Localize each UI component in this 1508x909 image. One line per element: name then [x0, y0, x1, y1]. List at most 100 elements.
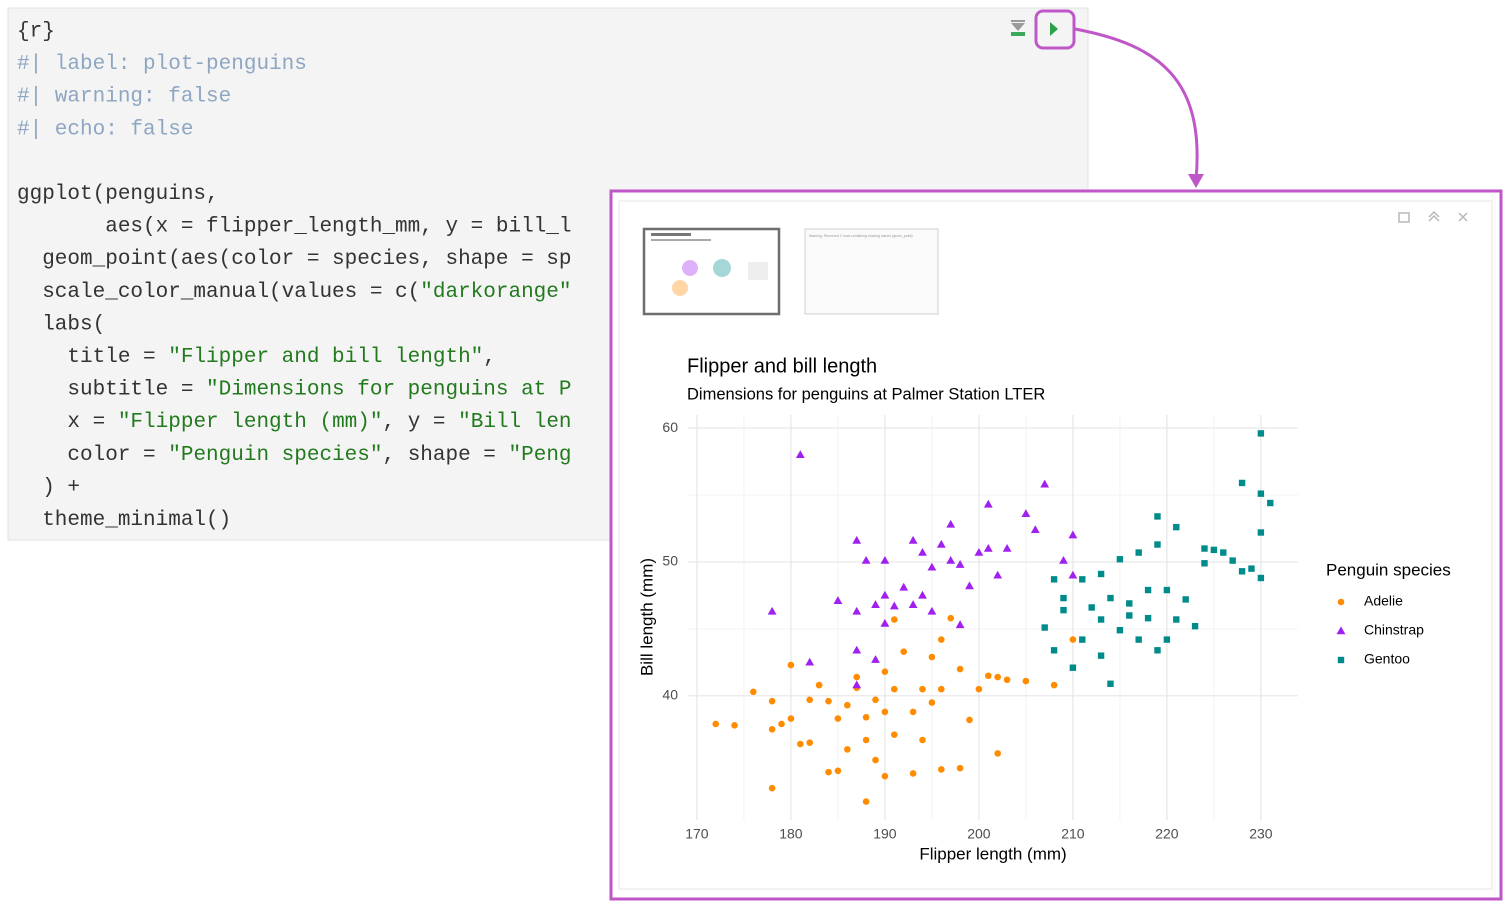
arrow-head: [1188, 174, 1204, 188]
legend-label: Chinstrap: [1364, 622, 1424, 638]
thumbnail-plot[interactable]: [642, 227, 781, 316]
warning-text: Warning: Removed 2 rows containing missi…: [809, 234, 914, 238]
output-frame: [618, 200, 1493, 890]
point: [1210, 546, 1218, 554]
point: [1182, 596, 1189, 603]
point: [1191, 623, 1199, 630]
point: [946, 555, 956, 564]
thumbnail-warning[interactable]: Warning: Removed 2 rows containing missi…: [804, 228, 939, 315]
point: [1257, 490, 1265, 497]
point: [993, 570, 1003, 579]
point: [750, 688, 757, 696]
point: [1068, 570, 1078, 579]
point: [1030, 525, 1040, 534]
point: [815, 681, 823, 689]
point: [1069, 664, 1077, 671]
code-line: {r}: [17, 21, 55, 44]
point: [1107, 594, 1114, 602]
point: [1144, 586, 1152, 594]
code-line: #| label: plot-penguins: [17, 53, 307, 76]
point: [1229, 557, 1236, 564]
point: [1154, 647, 1161, 654]
point: [1135, 636, 1142, 643]
point: [955, 560, 965, 568]
point: [825, 697, 832, 705]
arrow: [1074, 27, 1199, 181]
point: [1173, 616, 1180, 623]
collapse-icon[interactable]: [1428, 210, 1440, 222]
point: [909, 770, 917, 777]
point: [927, 562, 937, 571]
point: [768, 725, 776, 733]
point: [1116, 627, 1124, 634]
point: [712, 720, 720, 728]
point: [1021, 509, 1031, 517]
point: [1069, 636, 1077, 643]
point: [1050, 576, 1058, 583]
point: [891, 685, 898, 693]
point: [1059, 555, 1068, 564]
point: [1126, 600, 1133, 607]
point: [985, 672, 992, 680]
code-line: geom_point(aes(color = species, shape = …: [17, 248, 572, 271]
point: [768, 697, 776, 705]
point: [881, 708, 889, 716]
x-tick-label: 210: [1061, 826, 1085, 842]
point: [881, 668, 889, 676]
code-line: theme_minimal(): [17, 509, 231, 532]
point: [966, 716, 973, 724]
y-tick-label: 50: [662, 553, 678, 569]
chart-title: Flipper and bill length: [687, 355, 877, 377]
point: [1022, 677, 1030, 685]
point: [844, 746, 851, 753]
point: [938, 685, 945, 693]
point: [908, 535, 918, 544]
point: [871, 600, 880, 608]
point: [909, 708, 917, 716]
code-line: aes(x = flipper_length_mm, y = bill_l: [17, 215, 572, 238]
point: [1050, 647, 1058, 654]
point: [1126, 612, 1133, 619]
point: [1135, 549, 1142, 556]
expand-icon[interactable]: [1398, 212, 1410, 223]
legend-item: Chinstrap: [1336, 622, 1424, 638]
code-line: color = "Penguin species", shape = "Peng: [17, 443, 572, 466]
y-tick-label: 40: [662, 687, 678, 703]
point: [852, 645, 862, 654]
series: [767, 450, 1078, 689]
point: [983, 543, 993, 552]
point: [1002, 543, 1012, 552]
code-line: scale_color_manual(values = c("darkorang…: [17, 280, 572, 303]
point: [947, 614, 955, 622]
x-tick-label: 220: [1155, 826, 1179, 842]
point: [1163, 636, 1171, 643]
point: [833, 596, 843, 604]
point: [900, 648, 908, 655]
point: [946, 519, 956, 528]
point: [871, 655, 880, 663]
point: [1097, 652, 1105, 659]
run-previous-button[interactable]: [1008, 18, 1028, 40]
point: [974, 547, 984, 556]
code-line: subtitle = "Dimensions for penguins at P: [17, 378, 572, 401]
legend-item: Gentoo: [1337, 651, 1410, 667]
point: [787, 715, 795, 722]
series: [1041, 430, 1274, 687]
point: [787, 661, 795, 669]
panel-icons: [1398, 210, 1468, 223]
point: [1257, 574, 1265, 582]
point: [1050, 681, 1058, 689]
point: [1068, 530, 1078, 539]
point: [806, 739, 814, 746]
point: [872, 756, 879, 764]
point: [852, 535, 862, 544]
close-icon[interactable]: [1458, 212, 1468, 222]
point: [797, 740, 804, 748]
run-chunk-button[interactable]: [1034, 9, 1076, 50]
point: [1116, 556, 1124, 563]
y-tick-label: 60: [662, 419, 678, 435]
legend-swatch: [1336, 626, 1346, 635]
point: [853, 673, 861, 681]
point: [880, 618, 890, 627]
